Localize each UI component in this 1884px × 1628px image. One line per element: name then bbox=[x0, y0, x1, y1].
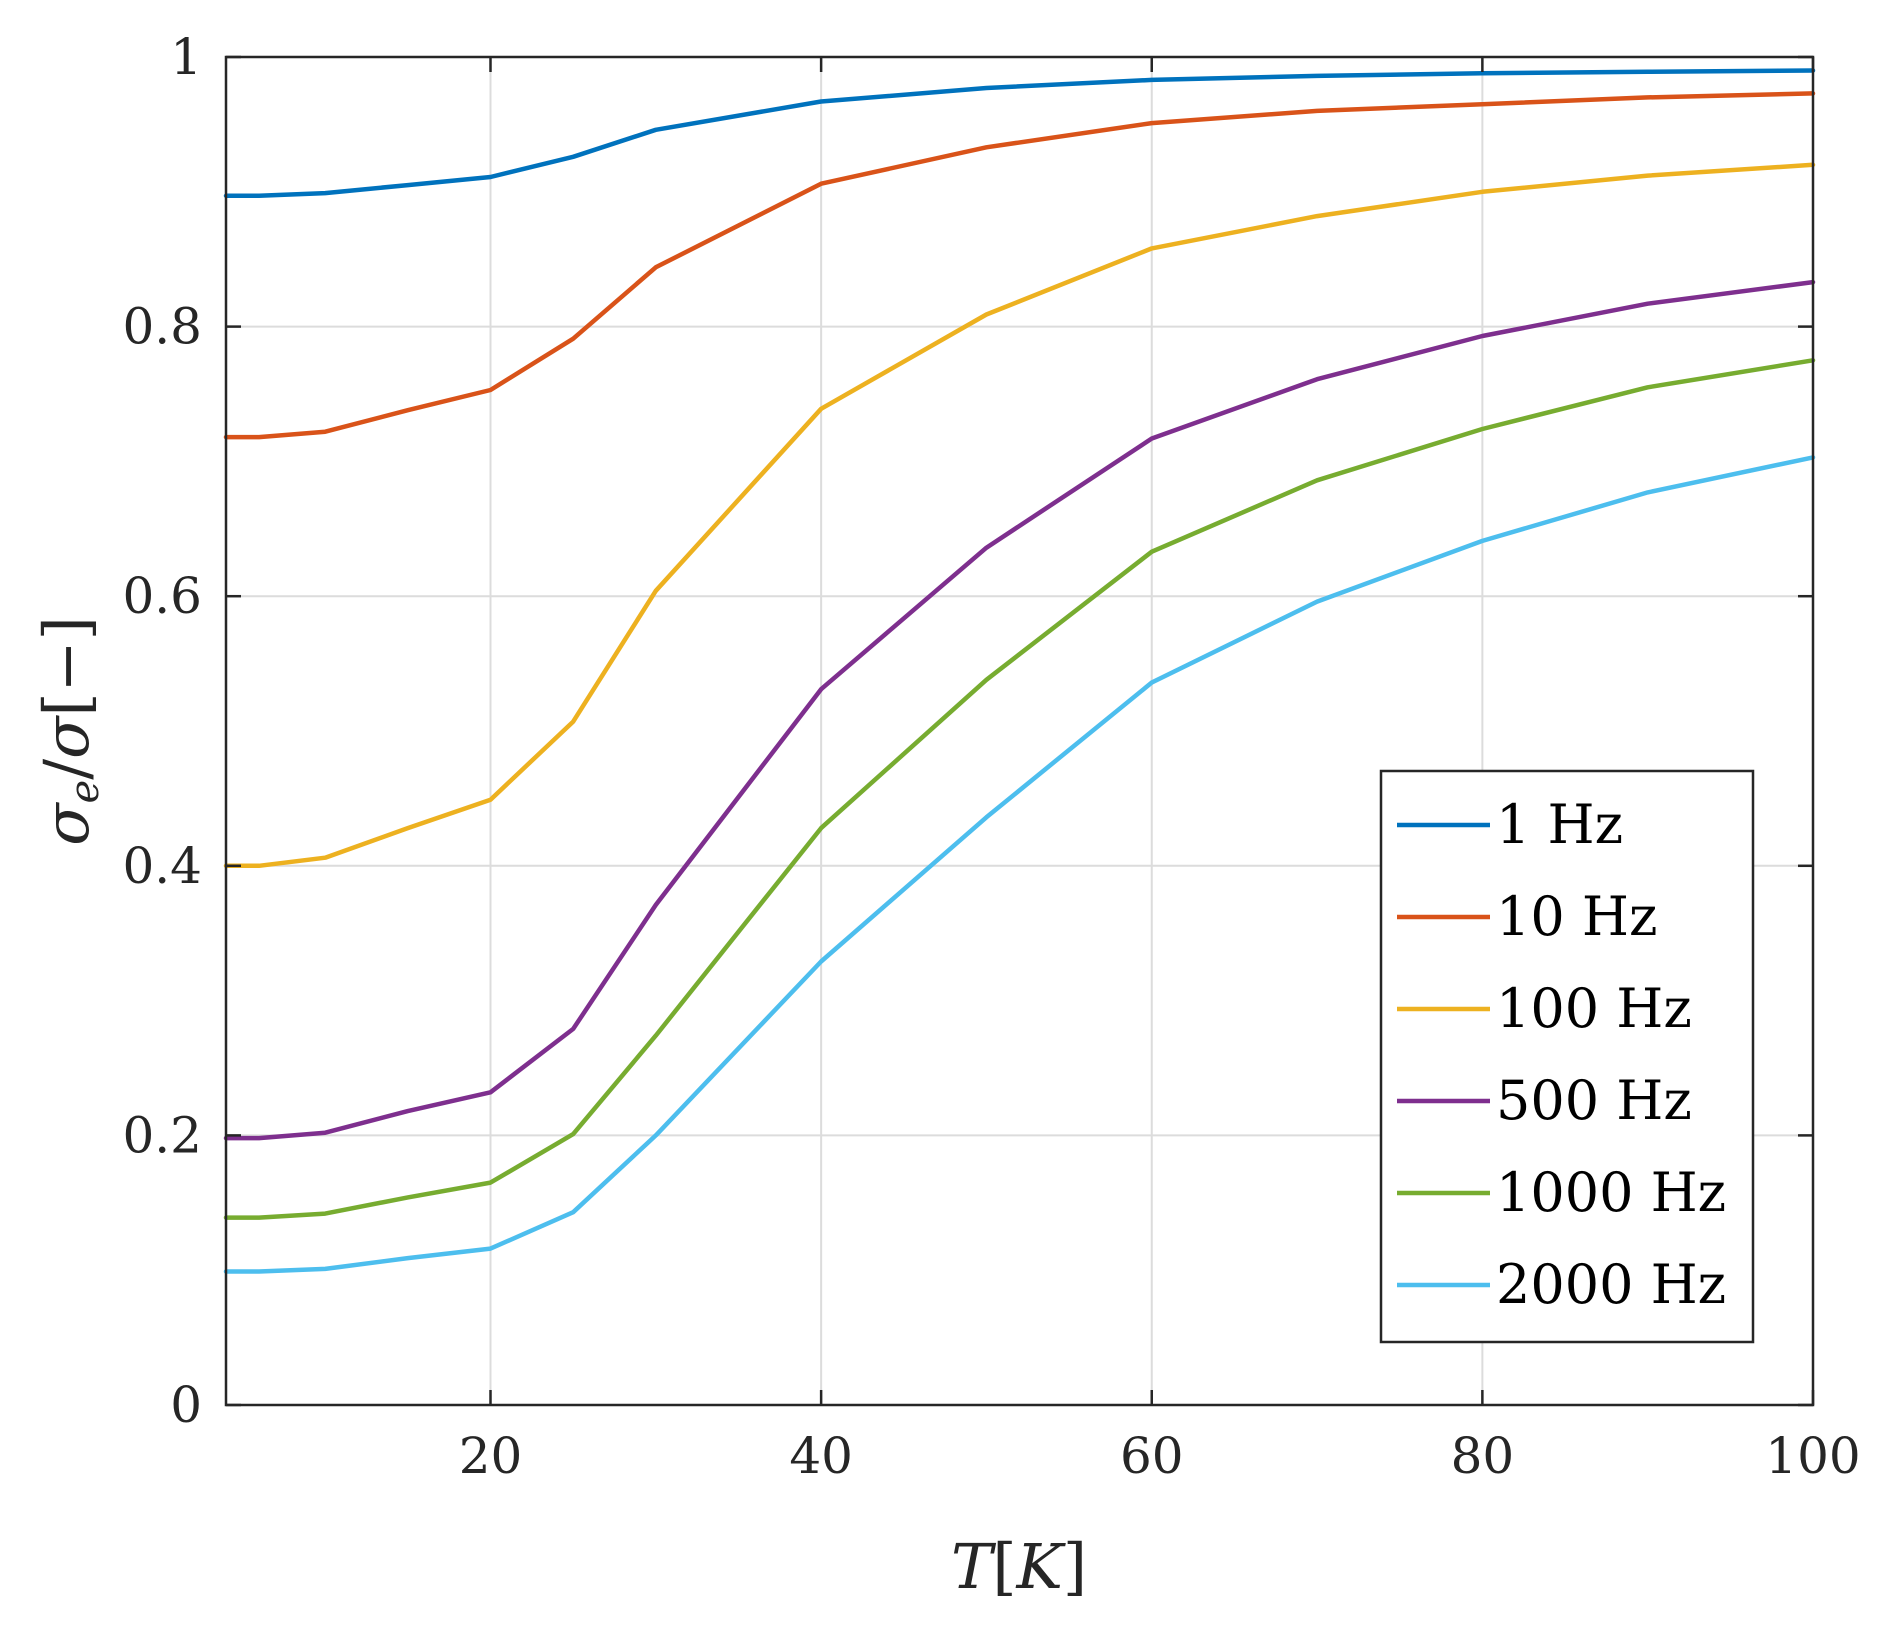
x-tick-label: 100 bbox=[1765, 1427, 1860, 1485]
y-axis-slash: / bbox=[30, 759, 103, 780]
y-axis-sigma-e: σ bbox=[30, 802, 103, 846]
series-line-2000-hz bbox=[223, 455, 1816, 1274]
y-axis-sigma: σ bbox=[30, 715, 103, 759]
legend-items: 1 Hz 10 Hz 100 Hz 500 Hz 1000 Hz 2000 Hz bbox=[1397, 793, 1726, 1316]
axes-box bbox=[224, 55, 1815, 1407]
x-tick-labels: 20 40 60 80 100 bbox=[459, 1427, 1861, 1485]
y-tick-label: 0 bbox=[170, 1376, 202, 1434]
legend-label-10-hz: 10 Hz bbox=[1496, 885, 1657, 948]
x-axis-title: T[K] bbox=[951, 1530, 1087, 1603]
y-tick-label: 1 bbox=[170, 28, 202, 86]
series-line-100-hz bbox=[223, 162, 1816, 869]
legend-box bbox=[1379, 769, 1755, 1344]
y-axis-unit: [−] bbox=[30, 616, 103, 716]
x-tick-label: 40 bbox=[789, 1427, 853, 1485]
y-tick-label: 0.4 bbox=[122, 837, 202, 895]
series-line-1000-hz bbox=[223, 358, 1816, 1220]
series-line-1-hz bbox=[223, 68, 1816, 199]
legend: 1 Hz 10 Hz 100 Hz 500 Hz 1000 Hz 2000 Hz bbox=[1379, 769, 1755, 1344]
y-axis-subscript: e bbox=[62, 780, 108, 804]
legend-label-1-hz: 1 Hz bbox=[1496, 793, 1623, 856]
y-axis-title: σe/σ[−] bbox=[30, 616, 108, 846]
legend-label-1000-hz: 1000 Hz bbox=[1496, 1161, 1726, 1224]
x-axis-unit-open: [ bbox=[992, 1530, 1016, 1603]
y-tick-labels: 0 0.2 0.4 0.6 0.8 1 bbox=[122, 28, 202, 1434]
x-tick-label: 60 bbox=[1120, 1427, 1184, 1485]
x-tick-label: 20 bbox=[459, 1427, 523, 1485]
legend-label-500-hz: 500 Hz bbox=[1496, 1069, 1692, 1132]
series-line-10-hz bbox=[223, 91, 1816, 440]
y-tick-label: 0.2 bbox=[122, 1106, 202, 1164]
y-tick-label: 0.8 bbox=[122, 298, 202, 356]
x-axis-unit: K bbox=[1016, 1530, 1067, 1603]
legend-label-2000-hz: 2000 Hz bbox=[1496, 1253, 1726, 1316]
axis-ticks bbox=[226, 55, 1815, 1407]
legend-label-100-hz: 100 Hz bbox=[1496, 977, 1692, 1040]
x-axis-unit-close: ] bbox=[1063, 1530, 1087, 1603]
series-line-500-hz bbox=[223, 279, 1816, 1141]
x-axis-symbol: T bbox=[951, 1530, 997, 1603]
x-tick-label: 80 bbox=[1451, 1427, 1515, 1485]
series-lines bbox=[223, 68, 1816, 1274]
y-tick-label: 0.6 bbox=[122, 567, 202, 625]
